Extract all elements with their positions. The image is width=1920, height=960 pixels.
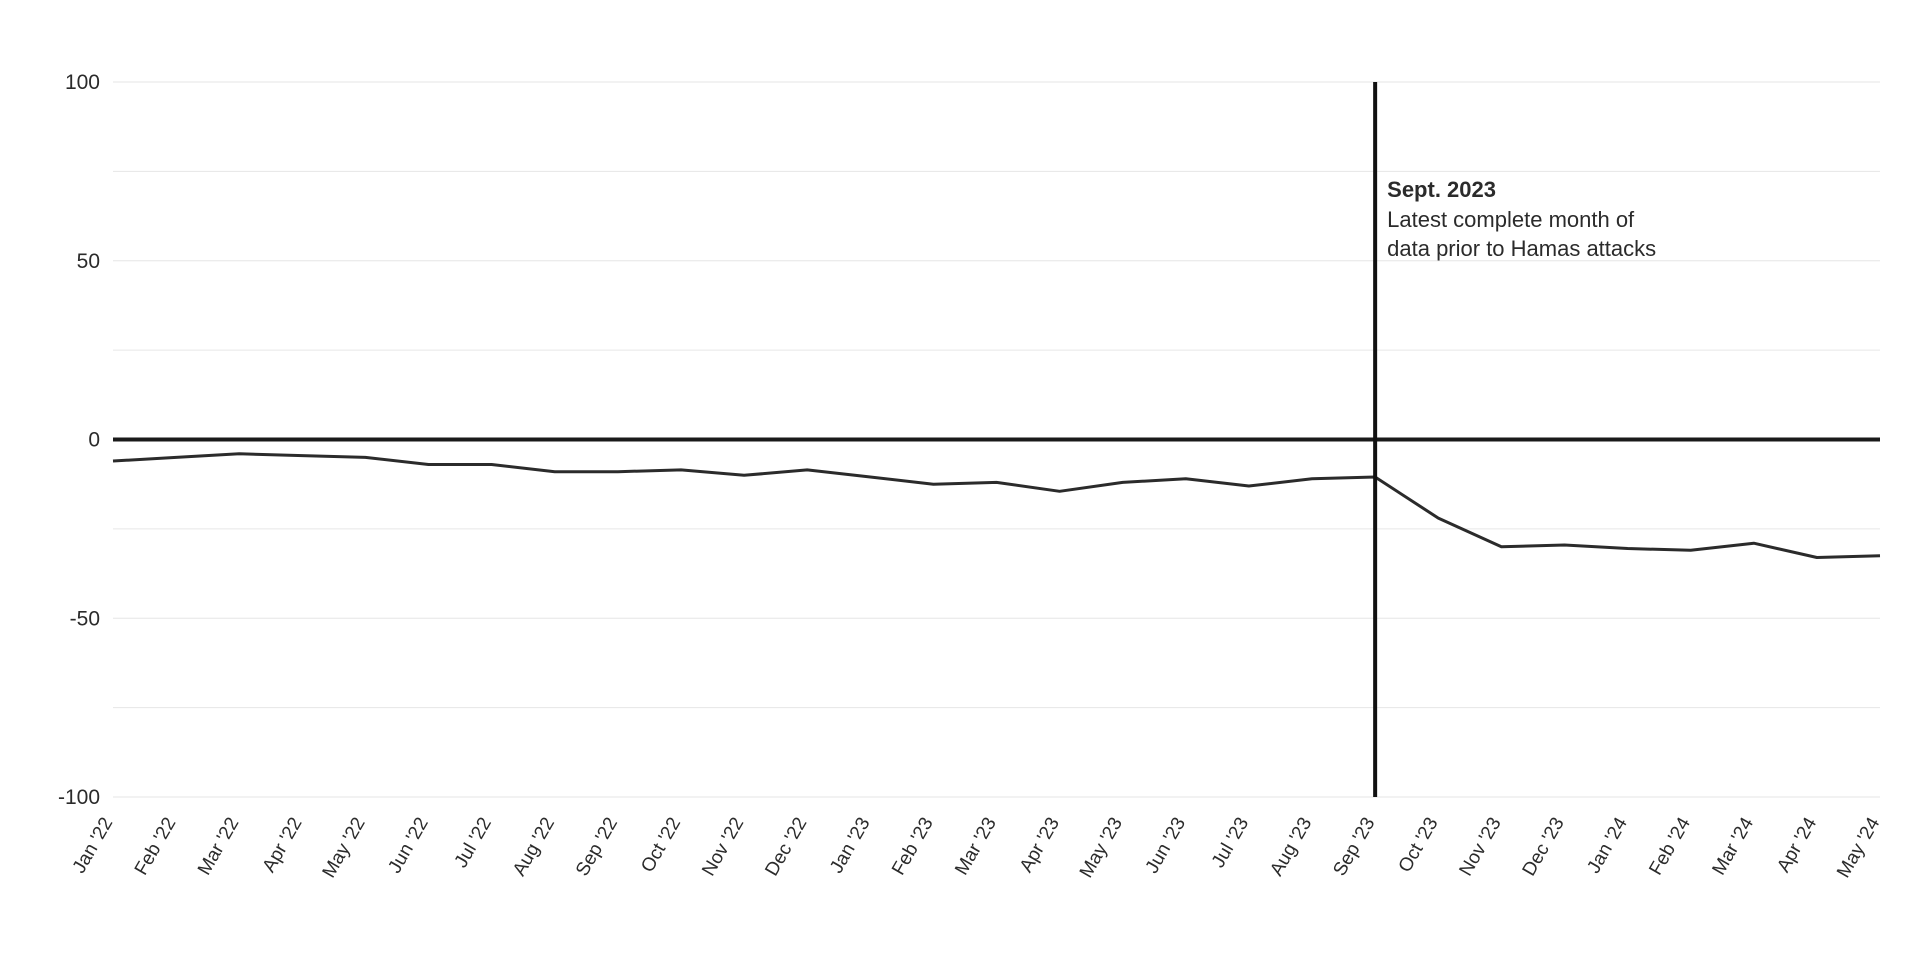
annotation-title: Sept. 2023 [1387, 177, 1496, 202]
x-tick-label: Dec '23 [1519, 814, 1569, 880]
x-tick-label: Oct '23 [1395, 814, 1443, 876]
annotation-text-line-1: Latest complete month of [1387, 207, 1635, 232]
x-tick-label: Sep '22 [572, 814, 622, 880]
y-tick-label: -50 [70, 607, 100, 630]
x-tick-label: Aug '22 [509, 814, 559, 880]
x-tick-label: Feb '23 [888, 814, 938, 879]
x-tick-label: Apr '22 [259, 814, 307, 876]
x-tick-label: Apr '24 [1773, 814, 1821, 876]
x-tick-label: Feb '22 [131, 814, 181, 879]
y-tick-label: 100 [65, 71, 100, 94]
x-tick-label: Jan '22 [69, 814, 118, 877]
x-tick-label: Mar '22 [194, 814, 244, 879]
x-axis-ticks: Jan '22 Feb '22 Mar '22 Apr '22 May '22 Jun '… [69, 814, 1885, 882]
x-tick-label: Apr '23 [1016, 814, 1064, 876]
x-tick-label: Mar '24 [1709, 814, 1759, 879]
x-tick-label: Oct '22 [637, 814, 685, 876]
x-tick-label: Dec '22 [761, 814, 811, 880]
y-tick-label: 0 [88, 429, 100, 452]
grid [113, 81, 1880, 798]
y-axis-ticks: -100 -50 0 50 100 [58, 71, 100, 809]
x-tick-label: May '24 [1833, 814, 1884, 882]
x-tick-label: Jan '24 [1583, 814, 1632, 877]
x-tick-label: Mar '23 [951, 814, 1001, 879]
x-tick-label: Aug '23 [1266, 814, 1316, 880]
x-tick-label: Jul '22 [451, 814, 496, 872]
y-tick-label: 50 [77, 250, 100, 273]
x-tick-label: May '22 [319, 814, 370, 882]
y-tick-label: -100 [58, 786, 100, 809]
annotation-text-line-2: data prior to Hamas attacks [1387, 236, 1656, 261]
x-tick-label: Nov '23 [1456, 814, 1506, 880]
annotation: Sept. 2023 Latest complete month of data… [1373, 82, 1656, 797]
x-tick-label: Jan '23 [826, 814, 875, 877]
x-tick-label: Nov '22 [698, 814, 748, 880]
series [112, 452, 1881, 559]
x-tick-label: Jun '22 [384, 814, 433, 877]
x-tick-label: Jul '23 [1208, 814, 1253, 872]
x-tick-label: Jun '23 [1142, 814, 1191, 877]
x-tick-label: Sep '23 [1329, 814, 1379, 880]
x-tick-label: Feb '24 [1645, 814, 1695, 879]
x-tick-label: May '23 [1076, 814, 1127, 882]
series-line [112, 452, 1881, 559]
